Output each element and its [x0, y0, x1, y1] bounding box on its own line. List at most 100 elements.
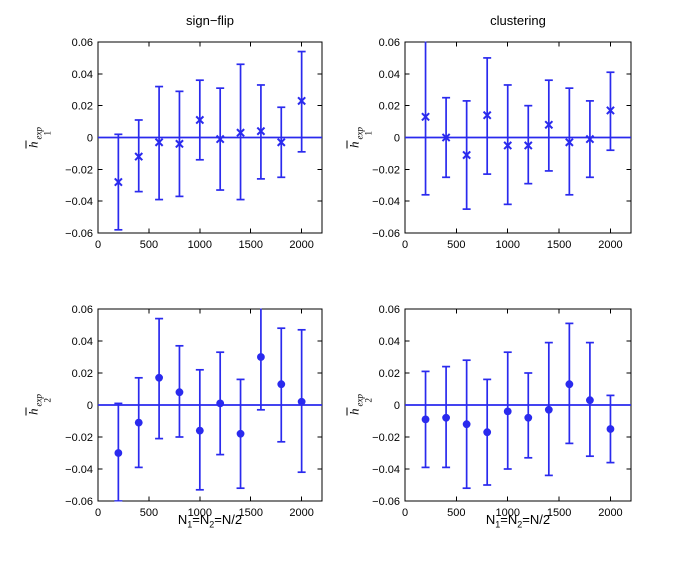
data-point-marker-circle	[606, 425, 615, 433]
data-point-marker-x	[482, 110, 492, 120]
data-point-marker-x	[236, 128, 245, 138]
y-tick-label: −0.02	[372, 432, 400, 444]
ylabel-h1-left: h exp 1	[25, 126, 53, 149]
data-point-marker-circle	[277, 380, 286, 389]
data-point-marker-x	[256, 126, 266, 136]
data-point-marker-circle	[297, 397, 306, 406]
y-tick-label: 0	[87, 400, 93, 412]
data-point-marker-circle	[586, 396, 594, 405]
y-tick-label: 0	[87, 133, 93, 145]
data-point-marker-circle	[195, 426, 204, 435]
error-bar	[565, 87, 574, 196]
hbar-symbol: h	[25, 140, 40, 149]
data-point-marker-circle	[503, 407, 512, 416]
y-tick-label: 0.04	[72, 336, 93, 348]
y-tick-label: −0.06	[372, 228, 400, 240]
data-point-marker-x	[215, 134, 225, 144]
data-point-marker-circle	[114, 449, 123, 457]
error-bar	[585, 100, 595, 179]
error-bar	[503, 351, 512, 470]
x-tick-label: 2000	[289, 507, 313, 519]
data-point-marker-circle	[155, 373, 163, 382]
data-point-marker-circle	[524, 413, 533, 422]
y-tick-label: −0.04	[65, 464, 93, 476]
data-point-marker-x	[297, 96, 306, 106]
x-tick-label: 1000	[188, 239, 212, 251]
hbar-symbol: h	[346, 140, 361, 149]
error-bar	[462, 100, 471, 210]
data-point-marker-x	[523, 141, 533, 150]
error-bar	[585, 341, 594, 458]
x-tick-label: 500	[447, 507, 465, 519]
ylabel-h2-left: h exp 2	[25, 394, 53, 416]
y-tick-label: 0.02	[379, 101, 400, 113]
hbar-symbol: h	[346, 407, 361, 416]
data-point-marker-circle	[236, 429, 245, 438]
data-layer	[405, 41, 631, 210]
error-bar	[441, 96, 451, 179]
data-point-marker-x	[544, 120, 554, 130]
x-tick-label: 0	[95, 239, 101, 251]
y-tick-label: −0.02	[372, 164, 400, 176]
ylabel-h2-right: h exp 2	[346, 394, 374, 416]
data-point-marker-circle	[462, 420, 471, 429]
error-bar	[442, 365, 451, 469]
y-tick-label: 0.04	[379, 69, 400, 81]
error-bar	[236, 378, 245, 490]
error-bar	[523, 104, 533, 185]
data-point-marker-circle	[257, 353, 265, 361]
error-bar	[175, 90, 184, 198]
x-tick-label: 1500	[547, 239, 571, 251]
y-tick-label: −0.04	[372, 464, 400, 476]
y-tick-label: −0.04	[372, 196, 400, 208]
subplot-top-left: 0 500 1000 1500 2000 0.06 0.04 0.02 0 −0.02 −0.04 −…	[65, 37, 323, 251]
y-tick-label: 0.06	[72, 37, 93, 49]
error-bar	[256, 84, 266, 180]
error-bar	[114, 133, 123, 231]
x-tick-label: 500	[140, 507, 158, 519]
data-point-marker-circle	[134, 418, 143, 427]
x-tick-label: 500	[447, 239, 465, 251]
hbar-symbol: h	[25, 407, 40, 416]
error-bar	[297, 328, 306, 474]
data-point-marker-circle	[175, 388, 184, 397]
data-point-marker-x	[154, 137, 164, 147]
error-bar	[544, 79, 554, 172]
data-point-marker-x	[441, 133, 451, 142]
error-bar	[256, 308, 265, 411]
error-bar	[565, 322, 574, 445]
data-point-marker-x	[421, 112, 430, 122]
data-layer	[98, 308, 322, 502]
y-tick-label: −0.06	[372, 496, 400, 508]
error-bar	[606, 394, 615, 464]
y-tick-label: 0.06	[379, 304, 400, 316]
error-bar	[297, 50, 306, 153]
ylabel-h1-right: h exp 1	[346, 126, 374, 149]
x-tick-label: 1500	[547, 507, 571, 519]
y-tick-label: −0.06	[65, 228, 93, 240]
error-bar	[195, 79, 205, 161]
error-bar	[114, 402, 123, 502]
data-point-marker-x	[585, 134, 595, 144]
x-tick-label: 1000	[495, 239, 519, 251]
error-bar	[155, 317, 164, 440]
error-bar	[462, 359, 471, 490]
y-tick-label: 0	[394, 133, 400, 145]
error-bar	[134, 376, 143, 469]
data-layer	[405, 322, 631, 490]
error-bar	[215, 87, 225, 191]
x-tick-label: 2000	[289, 239, 313, 251]
x-tick-label: 0	[402, 239, 408, 251]
error-bar	[276, 106, 286, 179]
error-bar	[216, 351, 225, 456]
y-tick-label: 0.06	[72, 304, 93, 316]
error-bar	[134, 119, 144, 193]
y-tick-label: 0.02	[72, 368, 93, 380]
subplot-top-right: 0 500 1000 1500 2000 0.06 0.04 0.02 0 −0.02 −0.04 −…	[372, 37, 632, 251]
data-point-marker-x	[503, 141, 513, 150]
data-point-marker-circle	[565, 380, 574, 389]
data-point-marker-x	[462, 150, 471, 160]
y-tick-label: −0.04	[65, 196, 93, 208]
data-layer	[98, 50, 322, 231]
error-bar	[421, 370, 430, 469]
